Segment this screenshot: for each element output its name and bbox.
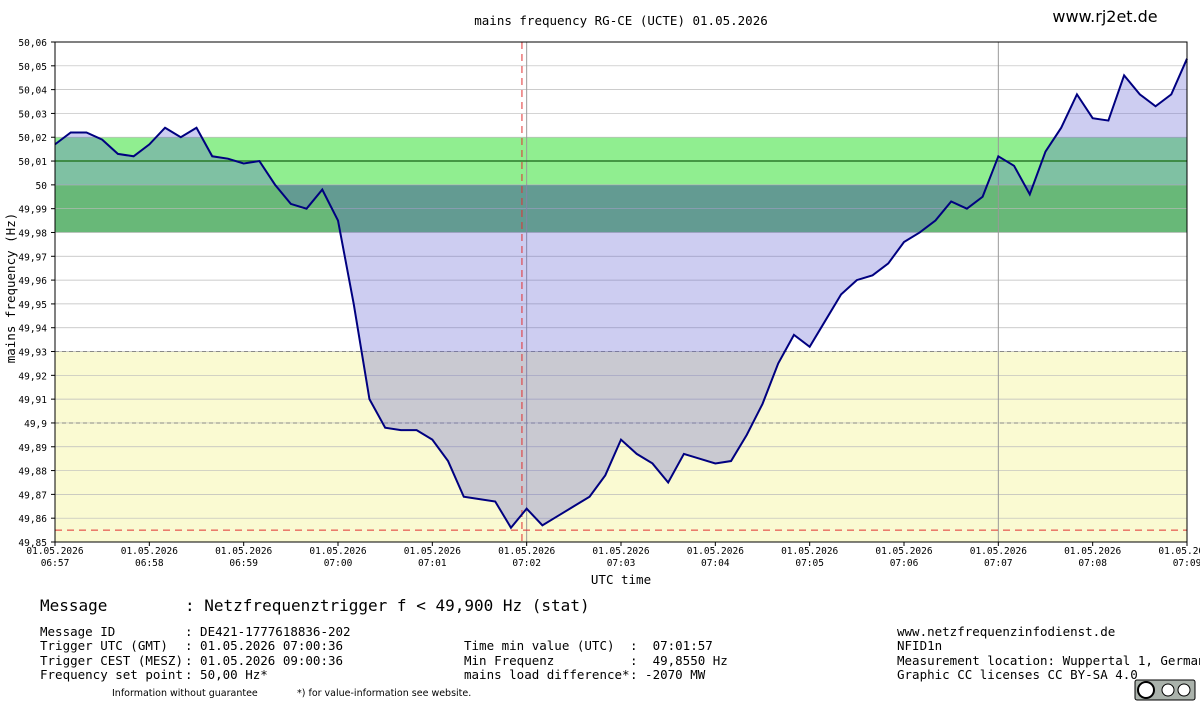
info-value: : 07:01:57	[630, 638, 713, 653]
y-tick-label: 49,9	[24, 419, 47, 430]
cc-badge	[1134, 679, 1196, 701]
y-tick-label: 49,91	[18, 395, 47, 406]
x-tick-label: 01.05.2026 07:08	[1064, 546, 1121, 569]
y-tick-label: 49,96	[18, 276, 47, 287]
info-value: : 01.05.2026 09:00:36	[185, 653, 343, 668]
badge-icon	[1137, 681, 1155, 699]
site: www.rj2et.de	[1052, 7, 1157, 26]
badge-icon	[1161, 683, 1175, 697]
y-tick-label: 49,92	[18, 371, 47, 382]
x-tick-label: 01.05.2026 06:59	[215, 546, 272, 569]
y-tick-label: 50,05	[18, 62, 47, 73]
info-right: Measurement location: Wuppertal 1, Germa…	[897, 653, 1200, 668]
y-tick-label: 49,95	[18, 300, 47, 311]
info-value: : DE421-1777618836-202	[185, 624, 351, 639]
y-tick-label: 50	[36, 181, 48, 192]
info-value: : 49,8550 Hz	[630, 653, 728, 668]
info-right: NFID1n	[897, 638, 942, 653]
message-label: Message	[40, 596, 107, 615]
info-label: Min Frequenz	[464, 653, 554, 668]
message-value: : Netzfrequenztrigger f < 49,900 Hz (sta…	[185, 596, 590, 615]
info-label: Trigger UTC (GMT)	[40, 638, 168, 653]
y-tick-label: 49,94	[18, 324, 47, 335]
x-tick-label: 01.05.2026 07:03	[592, 546, 649, 569]
info-label: Trigger CEST (MESZ)	[40, 653, 183, 668]
y-tick-label: 50,06	[18, 38, 47, 49]
y-tick-label: 49,93	[18, 348, 47, 359]
info-value: : 50,00 Hz*	[185, 667, 268, 682]
y-tick-label: 50,04	[18, 86, 47, 97]
y-tick-label: 50,02	[18, 133, 47, 144]
y-tick-label: 49,86	[18, 514, 47, 525]
info-right: Graphic CC licenses CC BY-SA 4.0	[897, 667, 1138, 682]
y-axis-label: mains frequency (Hz)	[3, 213, 18, 364]
info-label: mains load difference*	[464, 667, 630, 682]
info-value: : 01.05.2026 07:00:36	[185, 638, 343, 653]
x-tick-label: 01.05.2026 06:57	[26, 546, 83, 569]
y-tick-label: 49,98	[18, 228, 47, 239]
chart-title: mains frequency RG-CE (UCTE) 01.05.2026	[474, 13, 768, 28]
area	[55, 58, 1187, 528]
x-tick-label: 01.05.2026 07:06	[875, 546, 932, 569]
x-tick-label: 01.05.2026 07:05	[781, 546, 838, 569]
note: *) for value-information see website.	[297, 688, 471, 699]
info-right: www.netzfrequenzinfodienst.de	[897, 624, 1115, 639]
x-axis-label: UTC time	[591, 572, 651, 587]
note: Information without guarantee	[112, 688, 258, 699]
y-tick-label: 50,01	[18, 157, 47, 168]
info-label: Frequency set point	[40, 667, 183, 682]
badge-icon	[1177, 683, 1191, 697]
x-tick-label: 01.05.2026 07:02	[498, 546, 555, 569]
y-tick-label: 49,85	[18, 538, 47, 549]
y-tick-label: 49,89	[18, 443, 47, 454]
y-tick-label: 50,03	[18, 109, 47, 120]
y-tick-label: 49,99	[18, 205, 47, 216]
x-tick-label: 01.05.2026 07:01	[404, 546, 461, 569]
x-tick-label: 01.05.2026 07:07	[970, 546, 1027, 569]
y-tick-label: 49,97	[18, 252, 47, 263]
x-tick-label: 01.05.2026 07:00	[309, 546, 366, 569]
y-tick-label: 49,88	[18, 467, 47, 478]
x-tick-label: 01.05.2026 06:58	[121, 546, 178, 569]
info-label: Time min value (UTC)	[464, 638, 615, 653]
info-value: : -2070 MW	[630, 667, 706, 682]
y-tick-label: 49,87	[18, 490, 47, 501]
line	[54, 58, 1188, 530]
x-tick-label: 01.05.2026 07:04	[687, 546, 744, 569]
info-label: Message ID	[40, 624, 115, 639]
